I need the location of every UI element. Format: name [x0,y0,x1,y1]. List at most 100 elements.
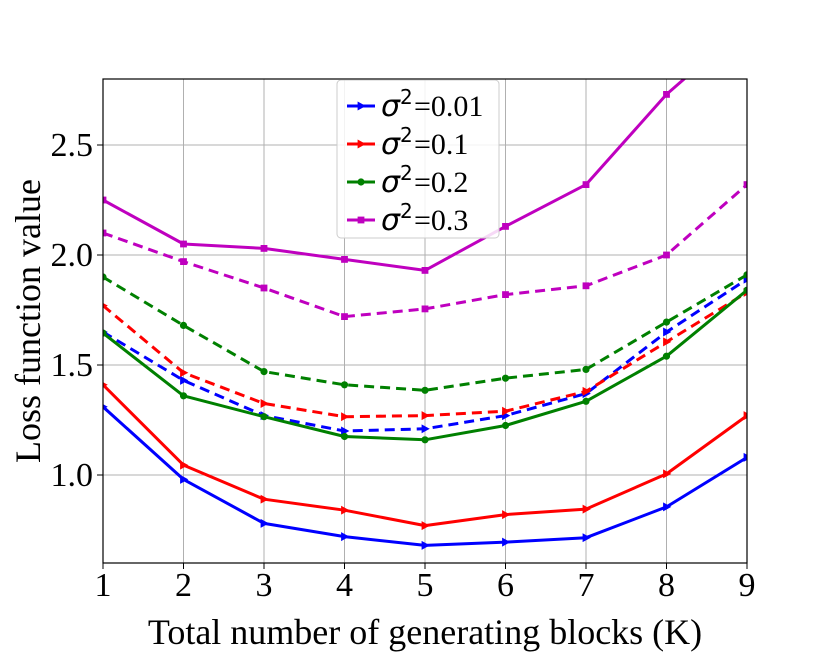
data-point-marker [180,474,189,484]
legend-superscript: 2 [400,123,413,147]
data-point-marker [743,411,747,421]
data-point-marker [341,255,348,263]
data-point-marker [582,386,591,396]
data-point-marker [260,284,268,292]
data-point-marker [582,533,591,543]
data-point-marker [179,392,188,400]
data-point-marker [743,452,747,462]
data-point-marker [421,521,430,531]
series-7 [103,181,747,321]
data-point-marker [340,381,349,389]
legend-sigma: σ [381,127,401,162]
data-point-marker [260,367,268,376]
data-point-marker [502,222,509,230]
data-point-marker [180,240,187,248]
x-tick-label: 6 [497,567,514,604]
series-4 [103,286,747,444]
x-tick-label: 7 [578,567,595,604]
tick-marks [97,144,748,569]
data-point-marker [663,91,670,98]
legend-label: =0.01 [414,90,483,123]
series-2 [103,382,747,531]
y-tick-label: 1.5 [51,347,94,384]
x-tick-label: 1 [95,567,112,604]
data-point-marker [663,337,672,347]
legend: σ 2 =0.01σ 2 =0.1σ 2 =0.2σ 2 =0.3 [336,79,500,239]
legend-sigma: σ [381,203,401,238]
data-point-marker [421,266,429,274]
legend-entry: σ 2 =0.01 [347,85,483,124]
data-point-marker [582,282,590,290]
y-tick-label: 2.0 [51,237,94,274]
y-axis-label: Loss function value [8,179,48,463]
x-tick-label: 3 [256,567,273,604]
data-point-marker [502,537,511,547]
data-point-marker [180,258,187,266]
legend-marker [357,101,366,111]
data-point-marker [743,181,747,189]
legend-entry: σ 2 =0.1 [347,123,468,162]
legend-label: =0.2 [414,166,468,199]
data-point-marker [260,413,268,421]
data-point-marker [502,291,509,299]
data-point-marker [421,424,430,434]
legend-marker [357,178,365,186]
legend-superscript: 2 [400,161,413,185]
data-point-marker [341,313,348,321]
data-point-marker [341,426,350,436]
data-point-marker [421,540,430,550]
y-tick-label: 1.0 [51,457,94,494]
data-point-marker [260,518,269,528]
data-point-marker [662,318,671,326]
data-point-marker [421,436,429,444]
legend-box [336,79,500,239]
x-tick-labels: 1 2 3 4 5 6 7 8 9 [95,567,756,604]
legend-label: =0.1 [414,128,468,161]
legend-label: =0.3 [414,204,468,237]
data-point-marker [103,196,107,204]
data-point-marker [341,505,350,515]
data-point-marker [582,181,590,189]
data-point-marker [744,21,750,27]
data-point-marker [502,406,511,416]
data-point-marker [180,375,189,385]
data-point-marker [663,502,672,512]
y-tick-labels: 1.0 1.5 2.0 2.5 [51,127,94,494]
y-tick-label: 2.5 [51,127,94,164]
data-point-marker [662,352,671,360]
data-point-marker [340,432,349,441]
x-tick-label: 9 [739,567,756,604]
data-point-marker [501,374,510,382]
data-point-marker [502,510,511,520]
data-point-marker [180,368,189,378]
legend-marker [357,216,365,224]
legend-superscript: 2 [400,85,413,109]
legend-marker [357,139,366,149]
data-point-marker [103,229,107,237]
x-tick-label: 2 [175,567,192,604]
data-point-marker [341,532,350,542]
legend-entry: σ 2 =0.3 [347,199,468,238]
data-point-marker [663,251,670,259]
legend-sigma: σ [381,165,401,200]
series-3 [103,287,747,422]
data-point-marker [421,411,430,421]
legend-superscript: 2 [400,199,413,223]
data-point-marker [663,327,672,337]
data-point-marker [582,365,590,373]
data-point-marker [260,494,269,504]
data-point-marker [260,399,269,408]
data-point-marker [179,321,188,329]
x-axis-label: Total number of generating blocks (K) [148,612,702,652]
x-tick-label: 4 [336,567,353,604]
data-point-marker [180,460,189,470]
data-point-marker [501,421,510,430]
data-point-marker [421,386,429,394]
x-tick-label: 8 [658,567,675,604]
x-tick-label: 5 [417,567,434,604]
series-0 [103,404,747,550]
data-point-marker [341,412,350,422]
data-point-marker [582,397,590,405]
legend-sigma: σ [381,89,401,124]
